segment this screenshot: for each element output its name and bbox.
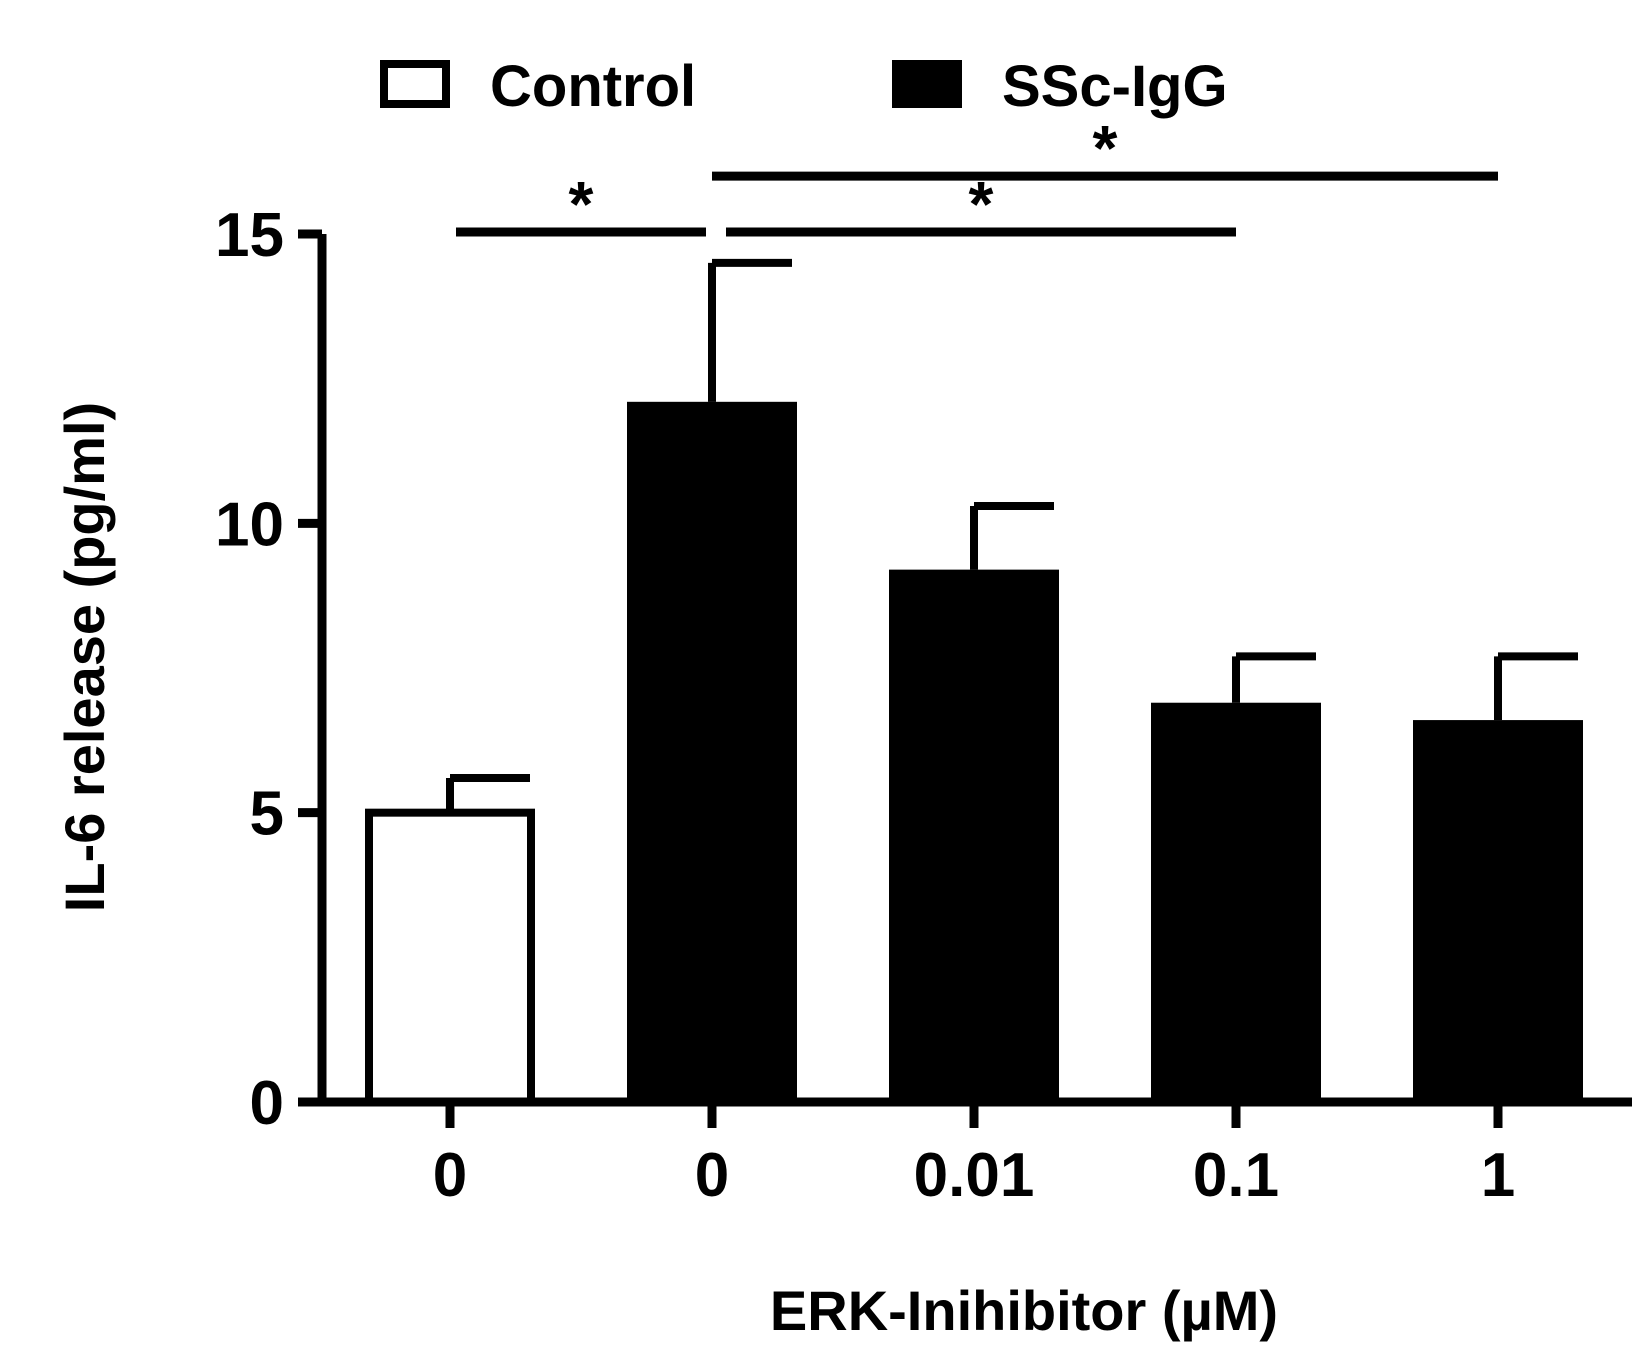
x-tick-label-1: 0 [695, 1141, 729, 1210]
bar-3 [1151, 702, 1321, 1102]
x-tick-label-2: 0.01 [914, 1141, 1035, 1210]
bar-1 [627, 401, 797, 1102]
x-ticks-layer: 0 0 0.01 0.1 1 [433, 1102, 1515, 1210]
legend-label-ssc-igg: SSc-IgG [1002, 54, 1228, 119]
error-bars-layer [446, 258, 1578, 813]
x-axis-title: ERK-Inihibitor (µM) [770, 1279, 1278, 1342]
bars-layer [365, 401, 1583, 1107]
y-tick-label-3: 15 [215, 201, 284, 270]
x-tick-label-0: 0 [433, 1141, 467, 1210]
legend: Control SSc-IgG [380, 54, 1228, 119]
significance-layer: * ** [456, 112, 1498, 240]
bar-0 [365, 808, 535, 1107]
y-tick-label-2: 10 [215, 490, 284, 559]
bar-2 [889, 569, 1059, 1102]
y-ticks-layer: 0 5 10 15 [215, 201, 322, 1138]
y-tick-label-1: 5 [250, 780, 284, 849]
y-axis-title: IL-6 release (pg/ml) [53, 402, 116, 912]
significance-star-2: * [1093, 112, 1118, 184]
significance-star-0: * [569, 168, 594, 240]
y-tick-label-0: 0 [250, 1069, 284, 1138]
x-tick-label-4: 1 [1481, 1141, 1515, 1210]
bar-4 [1413, 720, 1583, 1102]
x-tick-label-3: 0.1 [1193, 1141, 1279, 1210]
legend-swatch-control [380, 60, 450, 108]
legend-swatch-ssc-igg [892, 60, 962, 108]
legend-label-control: Control [490, 54, 696, 119]
